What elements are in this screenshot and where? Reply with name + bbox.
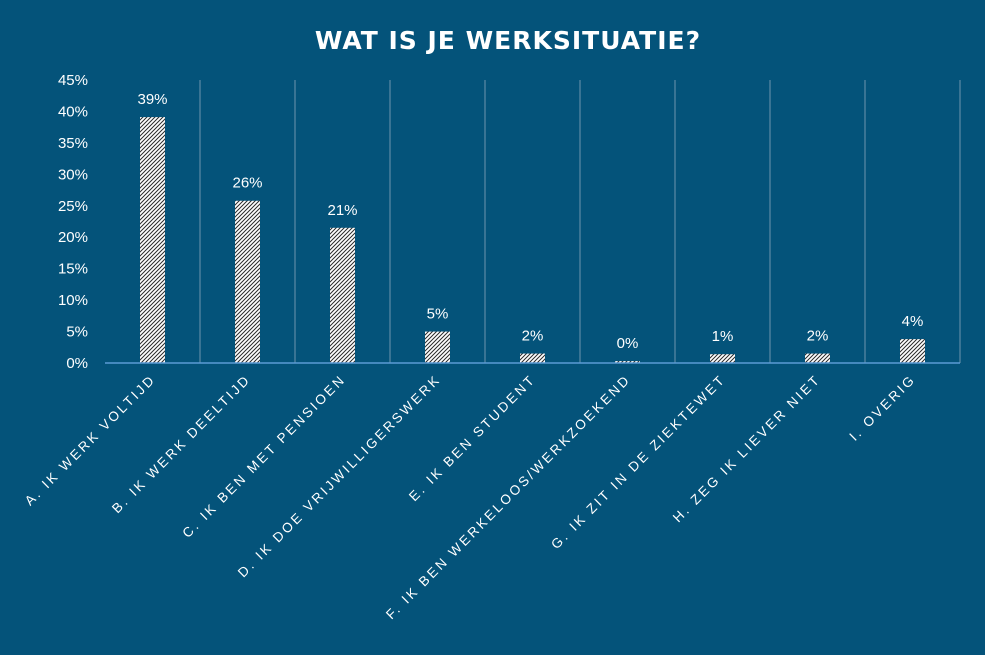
y-tick-label: 25% — [58, 198, 88, 215]
y-tick-label: 20% — [58, 229, 88, 246]
category-label: D. IK DOE VRIJWILLIGERSWERK — [235, 372, 444, 581]
y-tick-label: 45% — [58, 72, 88, 89]
y-axis-ticks: 0% 5% 10% 15% 20% 25% 30% 35% 40% 45% — [58, 72, 88, 372]
data-label: 39% — [137, 91, 167, 108]
data-label: 0% — [617, 335, 639, 352]
data-labels: 39% 26% 21% 5% 2% 0% 1% 2% 4% — [137, 91, 923, 352]
data-label: 2% — [807, 328, 829, 345]
category-label: G. IK ZIT IN DE ZIEKTEWET — [548, 372, 729, 553]
bar — [710, 354, 735, 363]
bar — [900, 339, 925, 363]
category-label: I. OVERIG — [846, 372, 918, 444]
bars — [140, 117, 925, 363]
y-tick-label: 10% — [58, 292, 88, 309]
y-tick-label: 5% — [66, 324, 88, 341]
bar — [520, 353, 545, 363]
bar — [140, 117, 165, 363]
bar — [615, 361, 640, 363]
data-label: 1% — [712, 328, 734, 345]
bar — [330, 227, 355, 363]
data-label: 26% — [232, 175, 262, 192]
y-tick-label: 0% — [66, 355, 88, 372]
gridlines — [199, 80, 961, 363]
data-label: 5% — [427, 306, 449, 323]
data-label: 2% — [522, 328, 544, 345]
y-tick-label: 40% — [58, 103, 88, 120]
bar — [805, 353, 830, 363]
category-label: C. IK BEN MET PENSIOEN — [179, 372, 348, 541]
bar — [235, 200, 260, 363]
category-label: H. ZEG IK LIEVER NIET — [670, 372, 824, 526]
y-tick-label: 30% — [58, 166, 88, 183]
y-tick-label: 35% — [58, 135, 88, 152]
data-label: 4% — [902, 313, 924, 330]
chart-title: WAT IS JE WERKSITUATIE? — [315, 26, 701, 55]
data-label: 21% — [327, 202, 357, 219]
y-tick-label: 15% — [58, 261, 88, 278]
bar — [425, 331, 450, 363]
